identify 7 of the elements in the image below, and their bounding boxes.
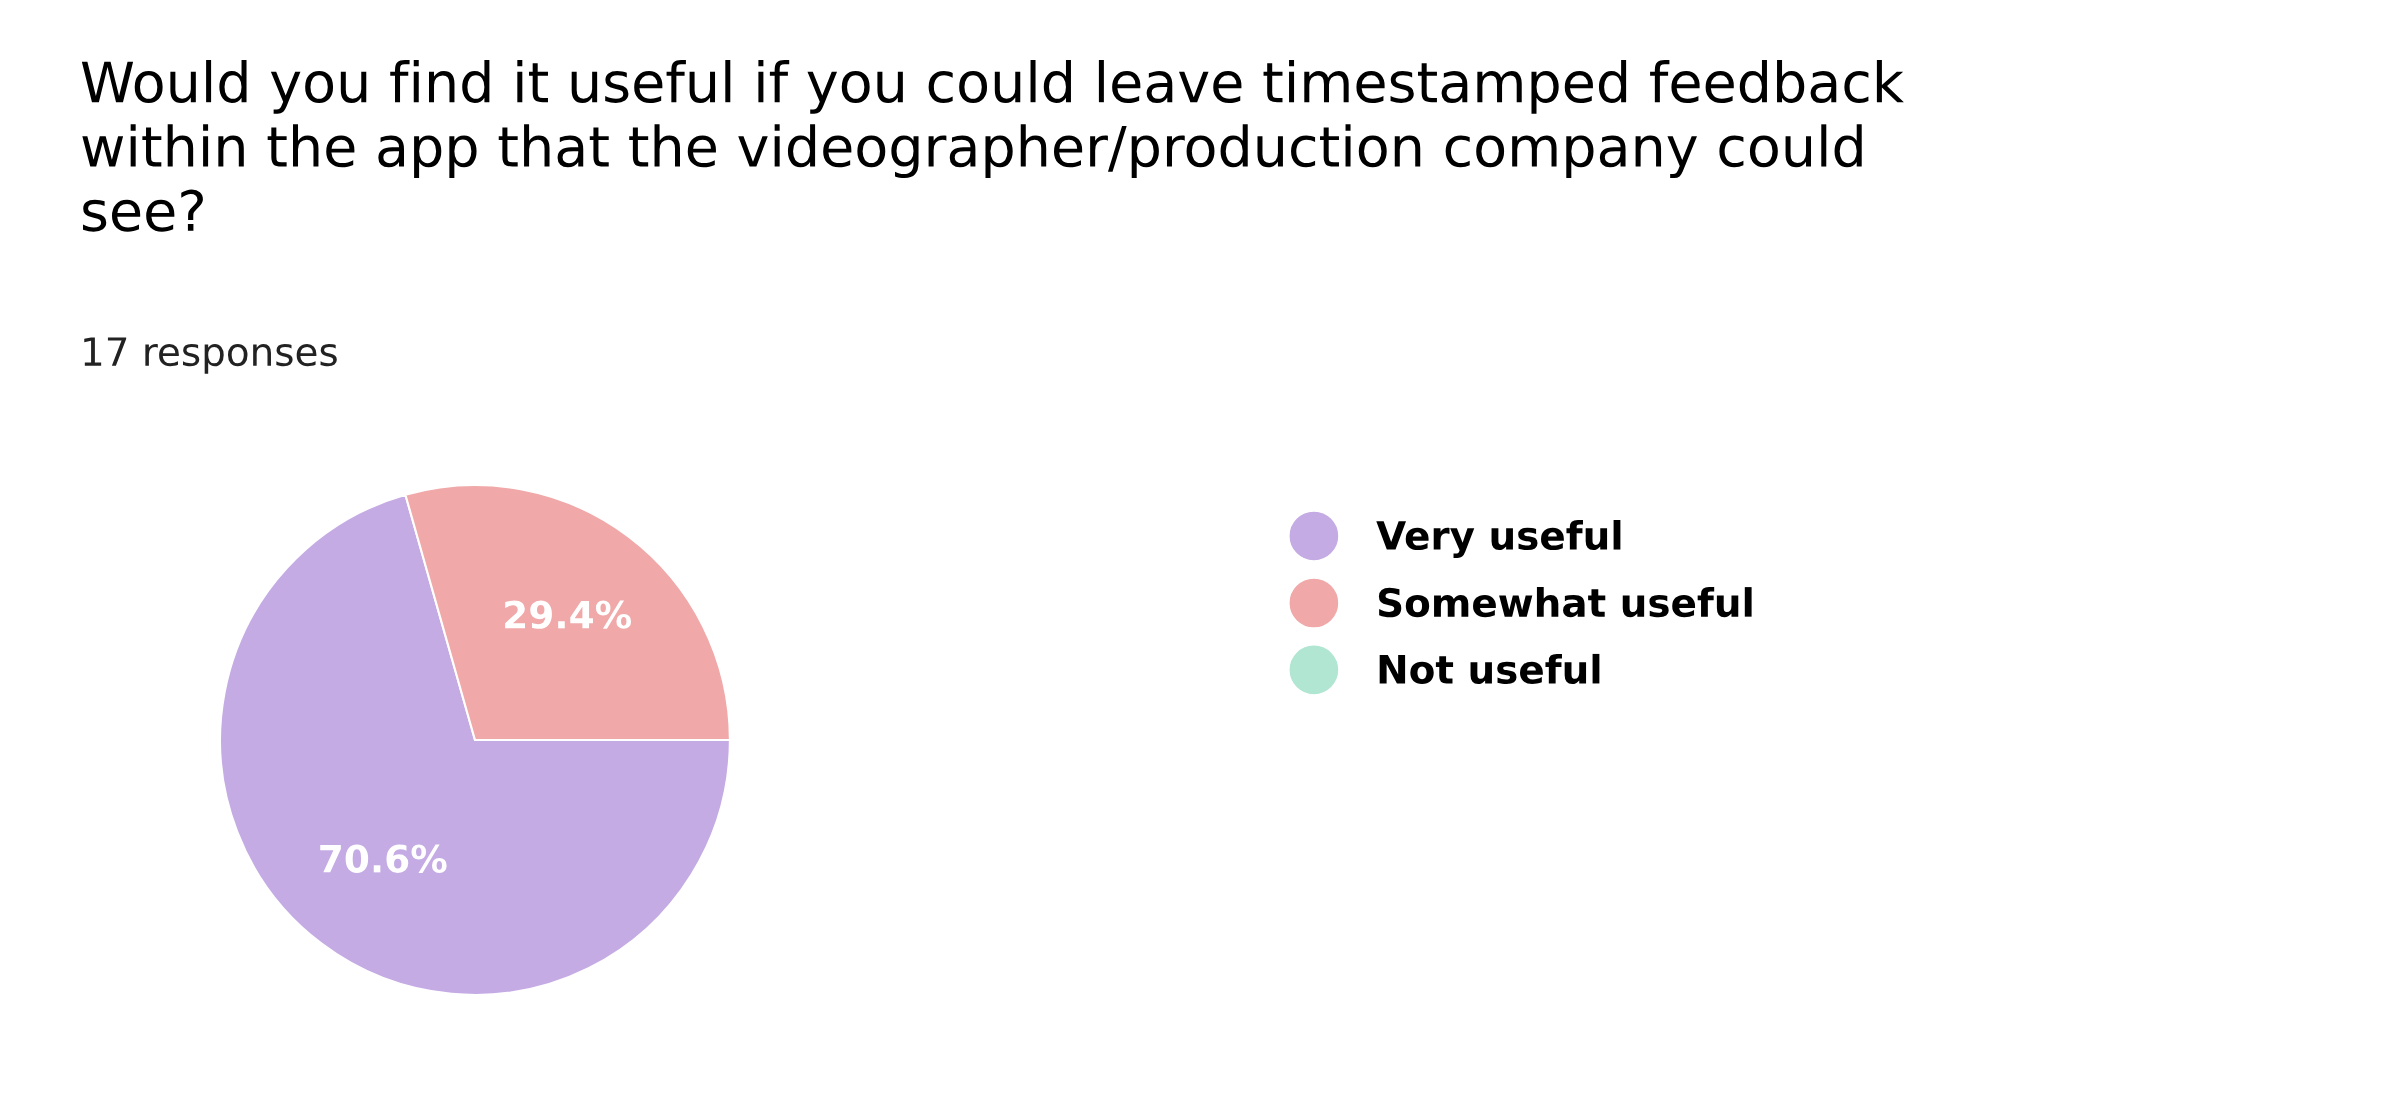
chart-subtitle: 17 responses xyxy=(84,337,337,374)
legend-label: Not useful xyxy=(1379,653,1600,685)
data-label: 70.6% xyxy=(320,844,447,873)
legend-label: Somewhat useful xyxy=(1378,587,1752,618)
legend-label: Very useful xyxy=(1376,520,1621,558)
data-label: 29.4% xyxy=(505,600,632,629)
chart-title: Would you find it useful if you could leave timestamped feedback within the app that the videographer/production company could see? xyxy=(81,60,1904,232)
